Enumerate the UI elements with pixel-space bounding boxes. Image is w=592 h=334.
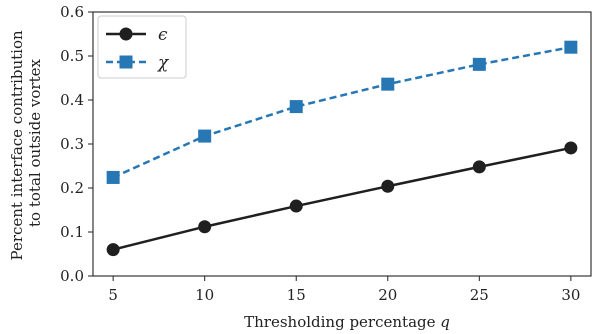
x-tick-label: 5 [108, 286, 118, 304]
series-line-0 [112, 146, 572, 251]
y-tick-label: 0.1 [60, 223, 84, 241]
y-axis-label: Percent interface contribution to total … [8, 26, 44, 261]
data-point-0 [198, 220, 212, 234]
plot-series [106, 40, 578, 257]
legend-box [97, 15, 187, 79]
plot-frame [92, 11, 592, 277]
data-point-0 [472, 160, 486, 174]
y-axis-label-line-1: Percent interface contribution [8, 30, 26, 260]
y-axis-label-line-2: to total outside vortex [26, 59, 44, 227]
series-line-1 [112, 45, 572, 179]
legend-marker-chi [119, 55, 133, 69]
data-point-1 [381, 77, 395, 91]
data-point-1 [289, 100, 303, 114]
x-axis-label: Thresholding percentage q [244, 313, 450, 331]
axis-ticks: 5 10 15 20 25 30 0.0 0.1 0.2 0.3 0.4 0.5 0.6 [60, 3, 580, 304]
data-point-0 [106, 243, 120, 257]
legend-marker-epsilon [119, 27, 133, 41]
x-tick-label: 30 [561, 286, 580, 304]
y-tick-label: 0.0 [60, 267, 84, 285]
data-point-0 [289, 199, 303, 213]
y-tick-label: 0.6 [60, 3, 84, 21]
x-axis-label-variable: q [440, 313, 450, 331]
data-point-1 [198, 129, 212, 143]
legend-label-chi: χ [157, 53, 170, 73]
x-tick-label: 15 [287, 286, 306, 304]
data-point-1 [106, 170, 120, 184]
y-tick-label: 0.5 [60, 47, 84, 65]
x-tick-label: 20 [378, 286, 397, 304]
legend-label-epsilon: ϵ [158, 25, 168, 45]
data-point-0 [564, 141, 578, 155]
data-point-1 [472, 57, 486, 71]
y-tick-label: 0.2 [60, 179, 84, 197]
y-tick-label: 0.3 [60, 135, 84, 153]
data-point-1 [564, 40, 578, 54]
x-tick-label: 25 [470, 286, 489, 304]
legend: ϵ χ [97, 15, 187, 79]
y-tick-label: 0.4 [60, 91, 84, 109]
x-axis-label-text: Thresholding percentage [244, 313, 440, 331]
x-tick-label: 10 [195, 286, 214, 304]
data-point-0 [381, 179, 395, 193]
